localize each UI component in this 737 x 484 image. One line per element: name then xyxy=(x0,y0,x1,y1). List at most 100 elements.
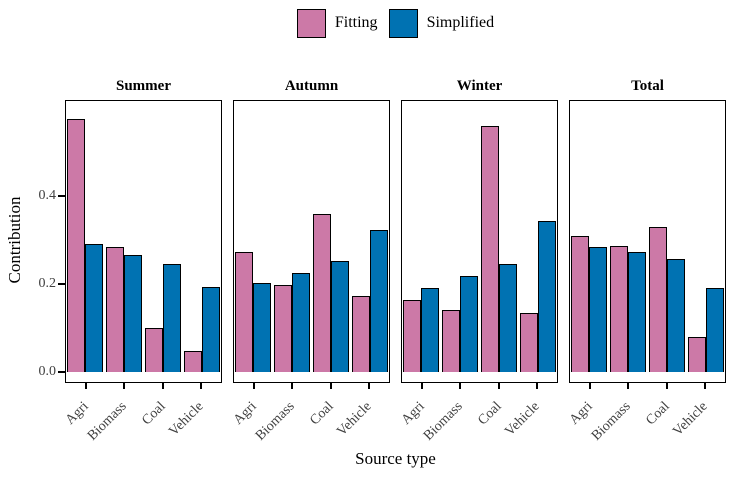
facet-total: Total Agri Biomass Coal Vehicle xyxy=(566,76,726,452)
x-tick-autumn-coal xyxy=(329,383,332,389)
x-labels-summer: Agri Biomass Coal Vehicle xyxy=(62,390,222,452)
x-tick-winter-biomass xyxy=(459,383,462,389)
bar-winter-biomass-simplified xyxy=(460,276,479,372)
legend-item-simplified: Simplified xyxy=(388,8,495,38)
facet-summer: Summer Agri Biomass Coal Vehicle xyxy=(62,76,222,452)
bar-group-winter-biomass xyxy=(441,276,480,372)
bar-total-vehicle-simplified xyxy=(705,288,724,372)
x-tick-total-coal xyxy=(665,383,668,389)
x-tick-summer-biomass xyxy=(123,383,126,389)
facet-autumn: Autumn Agri Biomass Coal Vehicle xyxy=(230,76,390,452)
bar-autumn-coal-simplified xyxy=(330,261,349,372)
bar-winter-vehicle-fitting xyxy=(519,313,538,372)
bar-total-coal-simplified xyxy=(666,259,685,372)
bar-summer-coal-simplified xyxy=(162,264,181,372)
bar-group-summer-agri xyxy=(66,119,105,372)
bar-group-autumn-biomass xyxy=(273,273,312,372)
bar-group-total-coal xyxy=(648,227,687,372)
x-axis-label-winter-vehicle: Vehicle xyxy=(502,399,543,440)
x-tick-winter-coal xyxy=(497,383,500,389)
legend-label-simplified: Simplified xyxy=(426,14,495,31)
bar-autumn-coal-fitting xyxy=(312,214,331,372)
bar-group-total-vehicle xyxy=(686,288,725,372)
x-axis-label-total-coal: Coal xyxy=(643,399,673,429)
x-axis-label-autumn-vehicle: Vehicle xyxy=(334,399,375,440)
bar-autumn-vehicle-simplified xyxy=(369,230,388,372)
legend-item-fitting: Fitting xyxy=(296,8,378,38)
bar-summer-agri-simplified xyxy=(85,244,104,372)
x-tick-winter-vehicle xyxy=(536,383,539,389)
bar-autumn-agri-fitting xyxy=(235,252,254,372)
bar-group-winter-agri xyxy=(402,288,441,372)
panel-autumn xyxy=(233,100,390,383)
bar-summer-vehicle-simplified xyxy=(201,287,220,372)
facet-title-total: Total xyxy=(631,78,664,94)
x-ticks-autumn xyxy=(233,383,390,390)
facet-panels: Summer Agri Biomass Coal Vehicle Autumn Agri Bi… xyxy=(62,76,726,452)
legend-swatch-fitting xyxy=(296,8,326,38)
x-tick-winter-agri xyxy=(420,383,423,389)
x-axis-title: Source type xyxy=(355,449,436,468)
bar-autumn-biomass-fitting xyxy=(274,285,293,372)
bar-summer-biomass-simplified xyxy=(124,255,143,372)
bar-total-coal-fitting xyxy=(648,227,667,372)
x-labels-autumn: Agri Biomass Coal Vehicle xyxy=(230,390,390,452)
x-labels-winter: Agri Biomass Coal Vehicle xyxy=(399,390,558,452)
facet-winter: Winter Agri Biomass Coal Vehicle xyxy=(399,76,558,452)
y-axis-title: Contribution xyxy=(5,196,24,284)
x-axis-label-summer-vehicle: Vehicle xyxy=(166,399,207,440)
x-ticks-summer xyxy=(65,383,222,390)
facet-title-autumn: Autumn xyxy=(284,78,339,94)
facet-title-winter: Winter xyxy=(456,78,503,94)
bar-group-total-agri xyxy=(570,236,609,372)
bar-winter-agri-fitting xyxy=(403,300,422,372)
x-tick-summer-vehicle xyxy=(200,383,203,389)
x-tick-autumn-agri xyxy=(252,383,255,389)
bar-autumn-vehicle-fitting xyxy=(351,296,370,372)
panel-winter xyxy=(401,100,558,383)
bar-winter-vehicle-simplified xyxy=(537,221,556,372)
x-tick-autumn-biomass xyxy=(291,383,294,389)
x-axis-label-total-vehicle: Vehicle xyxy=(670,399,711,440)
x-tick-total-agri xyxy=(588,383,591,389)
bar-winter-biomass-fitting xyxy=(442,310,461,372)
bar-group-autumn-vehicle xyxy=(350,230,389,372)
x-tick-total-biomass xyxy=(627,383,630,389)
bar-total-vehicle-fitting xyxy=(687,337,706,372)
bar-group-summer-coal xyxy=(144,264,183,372)
y-tick-label-0.4: 0.4 xyxy=(38,187,57,203)
x-axis-label-winter-coal: Coal xyxy=(475,399,505,429)
bar-summer-vehicle-fitting xyxy=(183,351,202,372)
x-axis-label-summer-agri: Agri xyxy=(62,399,92,428)
bar-group-winter-coal xyxy=(480,126,519,372)
bar-autumn-biomass-simplified xyxy=(292,273,311,372)
x-ticks-winter xyxy=(401,383,558,390)
legend: Fitting Simplified xyxy=(65,6,726,40)
bar-total-agri-fitting xyxy=(571,236,590,372)
x-tick-summer-coal xyxy=(161,383,164,389)
y-tick-mark-0.4 xyxy=(58,194,65,197)
bar-autumn-agri-simplified xyxy=(253,283,272,372)
bar-group-winter-vehicle xyxy=(518,221,557,372)
bar-total-biomass-fitting xyxy=(610,246,629,372)
bar-group-summer-vehicle xyxy=(182,287,221,372)
y-tick-mark-0.2 xyxy=(58,282,65,285)
x-tick-summer-agri xyxy=(84,383,87,389)
x-axis-label-autumn-agri: Agri xyxy=(230,399,260,428)
bar-group-summer-biomass xyxy=(105,247,144,372)
x-tick-autumn-vehicle xyxy=(368,383,371,389)
bar-group-total-biomass xyxy=(609,246,648,372)
bar-summer-agri-fitting xyxy=(67,119,86,372)
x-axis-label-total-agri: Agri xyxy=(566,399,596,428)
bar-group-autumn-agri xyxy=(234,252,273,372)
bar-winter-agri-simplified xyxy=(421,288,440,372)
panel-summer xyxy=(65,100,222,383)
bar-winter-coal-simplified xyxy=(498,264,517,372)
panel-total xyxy=(569,100,726,383)
x-axis-label-autumn-coal: Coal xyxy=(307,399,337,429)
legend-swatch-simplified xyxy=(388,8,418,38)
bar-winter-coal-fitting xyxy=(480,126,499,372)
x-ticks-total xyxy=(569,383,726,390)
bar-total-biomass-simplified xyxy=(628,252,647,372)
